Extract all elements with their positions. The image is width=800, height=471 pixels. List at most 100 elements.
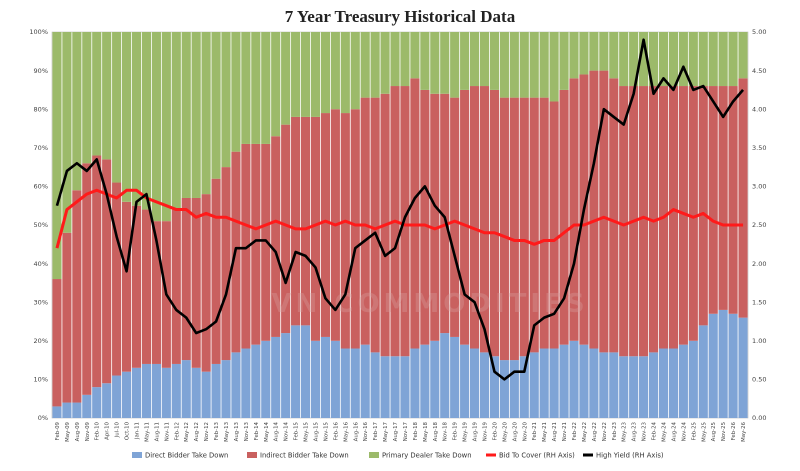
bar-direct [658,348,669,418]
bar-primary [678,32,688,87]
x-tick-label: Feb-10 [95,421,101,440]
bar-indirect [340,113,350,349]
bar-primary [281,32,291,125]
bar-indirect [728,86,738,314]
legend-swatch [247,452,257,458]
bar-primary [350,32,360,110]
bar-primary [609,32,619,79]
legend-item: Primary Dealer Take Down [369,452,472,460]
bar-primary [310,32,321,117]
bar-indirect [509,97,519,361]
bar-primary [261,32,271,144]
x-tick-label: May-14 [264,421,270,441]
bar-indirect [291,116,301,326]
bar-primary [738,32,748,79]
left-tick-label: 20% [34,337,48,345]
bar-primary [728,32,738,87]
x-tick-label: Nov-20 [522,421,528,441]
x-tick-label: Feb-22 [572,422,578,440]
x-tick-label: Feb-25 [691,422,697,440]
bar-indirect [589,70,599,349]
x-tick-label: May-13 [224,422,230,442]
bar-direct [181,360,191,418]
x-tick-label: Feb-17 [373,422,379,440]
bar-indirect [281,124,291,334]
bar-indirect [450,97,460,337]
x-tick-label: Aug-14 [274,421,280,441]
bar-indirect [181,197,191,361]
x-tick-label: May-16 [343,421,349,441]
bar-direct [470,348,480,418]
bar-primary [211,32,221,179]
bar-primary [191,32,201,198]
bar-direct [82,394,92,418]
legend: Direct Bidder Take Down Indirect Bidder T… [132,452,664,460]
bar-direct [718,309,728,418]
x-tick-label: Feb-24 [652,421,658,440]
bar-primary [181,32,191,198]
bar-direct [499,360,509,418]
bar-indirect [619,86,629,357]
bar-direct [529,352,539,418]
bar-primary [92,32,102,156]
bar-indirect [639,86,649,357]
bar-primary [509,32,519,98]
x-tick-label: Jan-11 [135,422,141,440]
bar-indirect [360,97,370,345]
bar-indirect [539,97,549,349]
bar-primary [122,32,132,202]
bar-direct [460,344,470,418]
bar-indirect [430,93,440,341]
bar-direct [330,340,340,418]
bar-direct [231,352,241,418]
bar-primary [112,32,122,183]
bar-direct [688,340,698,418]
x-tick-label: May-12 [184,422,190,442]
x-tick-label: Aug-09 [75,421,81,441]
bar-indirect [370,97,380,353]
bar-indirect [648,86,659,353]
x-tick-label: Aug-19 [473,421,479,441]
x-tick-label: Feb-15 [294,422,300,440]
left-tick-label: 90% [34,67,48,75]
bar-indirect [559,89,569,345]
bar-primary [668,32,678,87]
x-tick-label: Aug-23 [632,422,638,441]
bar-direct [281,333,291,418]
x-tick-label: Feb-19 [453,421,459,440]
bar-primary [629,32,639,87]
x-tick-label: Nov-15 [323,422,329,441]
bar-direct [151,363,161,418]
left-tick-label: 60% [34,183,48,191]
bar-direct [509,360,519,418]
bar-direct [708,313,718,418]
bar-primary [708,32,718,87]
bar-primary [400,32,410,87]
left-tick-label: 100% [29,28,48,36]
bar-indirect [300,116,311,326]
bar-direct [251,344,261,418]
x-tick-label: Nov-25 [721,422,727,441]
x-tick-label: Nov-23 [642,422,648,441]
x-tick-label: May-26 [741,421,747,441]
bar-direct [92,387,102,418]
right-tick-label: 0.50 [752,376,766,384]
bar-indirect [410,78,420,349]
bar-primary [62,32,72,233]
bar-primary [420,32,430,90]
bar-primary [658,32,669,87]
x-tick-label: May-21 [542,422,548,442]
bar-direct [62,402,72,418]
bar-primary [549,32,559,102]
bar-direct [728,313,738,418]
bar-direct [201,371,211,418]
high-yield-line [55,38,745,381]
bar-primary [370,32,380,98]
x-tick-label: Oct-10 [125,421,131,440]
bar-indirect [470,86,480,349]
bar-direct [380,356,390,418]
x-tick-label: Aug-15 [313,422,319,441]
x-tick-label: May-15 [304,422,310,442]
right-tick-label: 1.50 [752,298,766,306]
bar-direct [320,336,330,418]
